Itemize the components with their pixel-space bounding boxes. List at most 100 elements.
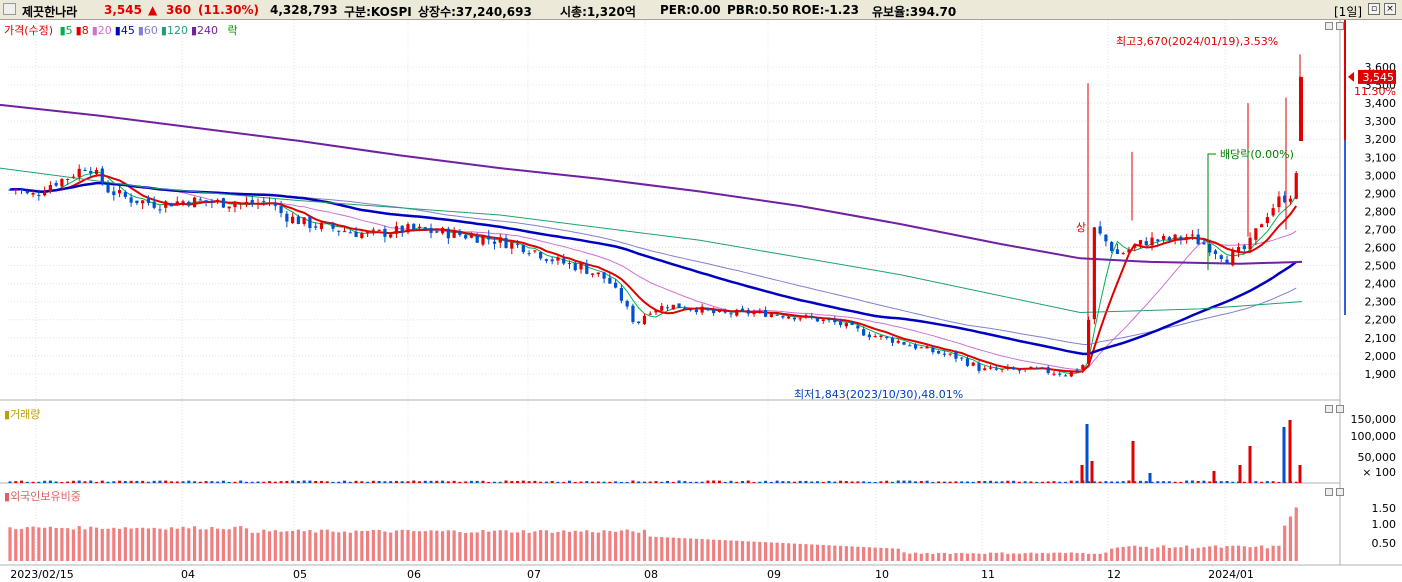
candle-body (175, 201, 179, 205)
volume-bar (1040, 481, 1044, 483)
volume-bar (1185, 480, 1189, 483)
candle-body (665, 307, 670, 309)
foreign-ratio-bar (827, 545, 831, 561)
foreign-ratio-bar (1208, 546, 1212, 561)
foreign-ratio-bar (296, 529, 300, 561)
candle-body (821, 319, 825, 322)
foreign-ratio-bar (464, 532, 468, 561)
candle-body (1299, 76, 1303, 142)
volume-bar (1271, 481, 1275, 483)
volume-bar (146, 481, 150, 483)
foreign-ratio-bar (348, 532, 352, 561)
candle-body (1231, 251, 1235, 266)
candle-body (331, 224, 335, 229)
foreign-ratio-bar (556, 531, 560, 561)
candle-body (440, 228, 445, 234)
candle-body (129, 197, 133, 203)
volume-bar (1104, 481, 1108, 483)
foreign-ratio-bar (1271, 545, 1275, 561)
candle-body (1121, 253, 1125, 255)
volume-bar (1254, 481, 1258, 483)
candle-body (77, 168, 81, 178)
candle-body (256, 202, 260, 204)
close-icon[interactable]: × (1384, 3, 1396, 15)
volume-bar (608, 481, 612, 483)
volume-bar (510, 481, 514, 483)
candle-body (769, 314, 773, 317)
volume-bar (348, 481, 352, 483)
candle-body (187, 201, 191, 206)
stock-chart[interactable]: 3,6003,5003,4003,3003,2003,1003,0002,900… (0, 20, 1402, 582)
candle-body (1208, 243, 1212, 253)
volume-bar (412, 480, 416, 483)
volume-bar (769, 481, 773, 483)
volume-bar (31, 481, 35, 483)
volume-bar (1238, 465, 1242, 483)
volume-bar (1121, 481, 1125, 483)
price-tick: 2,700 (1365, 223, 1397, 236)
x-axis-label: 10 (875, 568, 889, 581)
restore-icon[interactable]: ▫ (1368, 3, 1380, 15)
volume-bar (1029, 481, 1033, 483)
volume-bar (95, 481, 99, 483)
candle-body (890, 337, 895, 343)
price-tick: 2,500 (1365, 260, 1397, 273)
volume-bar (141, 480, 145, 483)
candle-body (371, 229, 375, 231)
volume-bar (562, 481, 566, 483)
candle-body (867, 334, 872, 338)
candle-body (181, 201, 185, 204)
period-button[interactable]: [1일] (1334, 5, 1363, 19)
foreign-ratio-bar (302, 531, 306, 561)
foreign-ratio-bar (1179, 547, 1183, 561)
volume-max-icon[interactable] (1325, 405, 1333, 413)
chart-menu-icon[interactable] (3, 3, 16, 15)
foreign-ratio-bar (1012, 553, 1016, 561)
candle-body (123, 192, 127, 197)
candle-body (210, 200, 214, 203)
current-price-marker-icon (1348, 71, 1354, 82)
candle-body (1173, 234, 1177, 241)
foreign-ratio-bar (1161, 545, 1166, 561)
price-tick: 3,100 (1365, 151, 1397, 164)
panel-max-icon[interactable] (1325, 22, 1333, 30)
foreign-ratio-bar (717, 539, 722, 561)
volume-bar (394, 480, 398, 483)
foreign-ratio-bar (1081, 552, 1085, 561)
volume-bar (1090, 461, 1094, 483)
legend-price-label: 가격(수정) (4, 24, 54, 37)
foreign-max-icon[interactable] (1325, 488, 1333, 496)
volume-bar (25, 481, 29, 483)
volume-bar (798, 480, 802, 483)
foreign-ratio-bar (1040, 552, 1045, 561)
ma120-line (0, 167, 1303, 314)
candle-body (1115, 249, 1120, 254)
candlesticks (8, 54, 1303, 378)
foreign-ratio-bar (1098, 553, 1102, 561)
panel-close-icon[interactable] (1336, 22, 1344, 30)
legend-ma-20: ▮20 (91, 24, 112, 37)
foreign-ratio-bar (1069, 552, 1073, 561)
volume-bar (291, 480, 295, 483)
foreign-close-icon[interactable] (1336, 488, 1344, 496)
volume-bar (481, 480, 485, 483)
candle-body (590, 273, 595, 275)
foreign-ratio-bar (833, 545, 837, 561)
candle-body (723, 311, 727, 313)
volume-bar (314, 480, 318, 483)
legend-ma-60: ▮60 (137, 24, 158, 37)
foreign-ratio-bar (873, 547, 877, 561)
volume-bar (648, 481, 652, 483)
foreign-ratio-bar (510, 532, 514, 561)
volume-close-icon[interactable] (1336, 405, 1344, 413)
volume-bar (752, 481, 756, 483)
candle-body (221, 198, 226, 208)
foreign-ratio-bar (216, 528, 220, 561)
candle-body (192, 197, 197, 208)
candle-body (435, 231, 439, 233)
volume-bar (1064, 481, 1068, 483)
candle-body (233, 203, 237, 208)
candle-body (1190, 234, 1195, 236)
volume-bar (14, 481, 18, 483)
volume-bar (71, 480, 75, 483)
